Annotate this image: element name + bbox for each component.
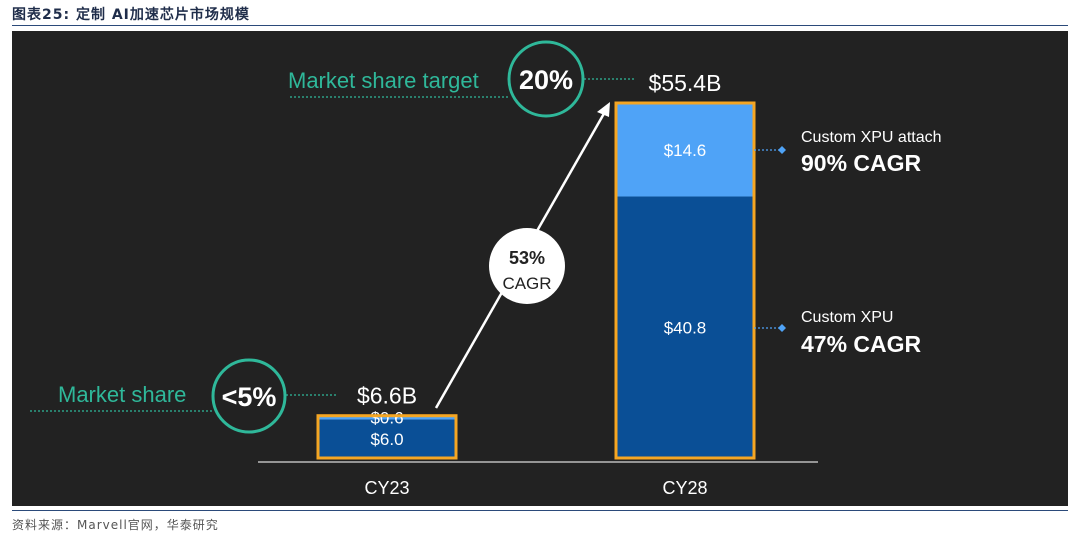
target-label: Market share target	[288, 68, 479, 93]
attach-series-name: Custom XPU attach	[801, 129, 942, 146]
xpu-series-name: Custom XPU	[801, 309, 893, 326]
target-circle	[507, 40, 585, 118]
attach-cagr: 90% CAGR	[801, 150, 922, 176]
x-tick-label: CY28	[662, 478, 707, 498]
bar-cy28-series-1	[616, 103, 754, 197]
bar-cy23-series-0	[318, 419, 456, 458]
bar-outline-cy28	[614, 101, 756, 460]
source-note: 资料来源：Marvell官网，华泰研究	[12, 518, 219, 532]
xpu-marker	[778, 324, 786, 332]
cagr-bubble	[489, 228, 565, 304]
title-divider	[12, 25, 1068, 26]
bar-cy23-series-1	[318, 415, 456, 420]
figure-title: 图表25: 定制 AI加速芯片市场规模	[12, 7, 250, 23]
bar-value-label: $6.0	[370, 430, 403, 449]
market-share-circle	[211, 358, 287, 434]
bar-total-label: $55.4B	[649, 70, 722, 96]
bottom-divider	[12, 510, 1068, 511]
cagr-pct: 53%	[509, 248, 545, 268]
bar-value-label: $0.6	[370, 409, 403, 428]
x-tick-label: CY23	[364, 478, 409, 498]
target-value: 20%	[519, 65, 573, 95]
bar-cy28-series-0	[616, 196, 754, 458]
market-share-label: Market share	[58, 382, 186, 407]
bar-value-label: $14.6	[664, 141, 707, 160]
market-share-value: <5%	[222, 382, 277, 412]
attach-marker	[778, 146, 786, 154]
bar-outline-cy23	[316, 414, 458, 460]
xpu-cagr: 47% CAGR	[801, 331, 922, 357]
bar-total-label: $6.6B	[357, 383, 417, 409]
growth-arrow-head	[597, 102, 610, 117]
bar-value-label: $40.8	[664, 318, 707, 337]
cagr-label: CAGR	[502, 274, 551, 293]
